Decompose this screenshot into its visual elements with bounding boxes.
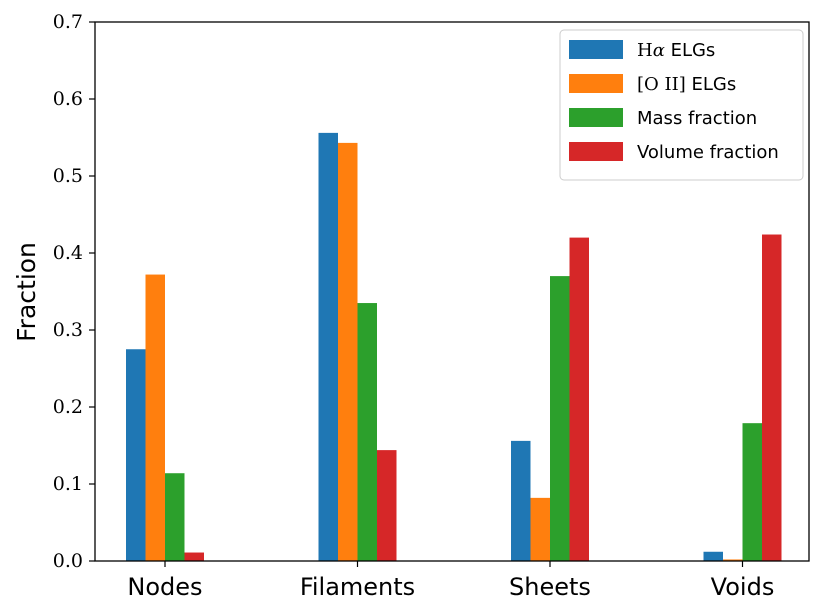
y-tick-label: 0.1: [53, 473, 83, 495]
bar-h-elgs-voids: [703, 551, 723, 561]
bar-h-elgs-sheets: [511, 440, 531, 561]
bar-volume-fraction-nodes: [184, 552, 204, 561]
bar-volume-fraction-filaments: [377, 450, 397, 561]
legend-swatch-2: [569, 108, 623, 127]
legend-swatch-3: [569, 142, 623, 161]
bar-mass-fraction-sheets: [550, 276, 570, 561]
legend-label-1: [O II] ELGs: [637, 74, 736, 95]
x-tick-label-voids: Voids: [711, 573, 775, 601]
bar-mass-fraction-filaments: [357, 303, 377, 561]
y-tick-label: 0.7: [53, 11, 83, 33]
bar--o-ii-elgs-sheets: [530, 497, 550, 561]
x-tick-label-nodes: Nodes: [127, 573, 202, 601]
y-tick-label: 0.3: [53, 319, 83, 341]
bar-mass-fraction-nodes: [165, 473, 185, 561]
plot-frame: [94, 21, 810, 562]
legend-swatch-1: [569, 74, 623, 93]
legend-label-0: Hα ELGs: [637, 40, 715, 61]
y-tick-label: 0.6: [53, 88, 83, 110]
y-axis-label: Fraction: [12, 242, 41, 342]
bar--o-ii-elgs-filaments: [338, 142, 358, 561]
y-tick-label: 0.4: [53, 242, 83, 264]
x-tick-label-filaments: Filaments: [300, 573, 415, 601]
y-tick-label: 0.0: [53, 550, 83, 572]
legend-label-3: Volume fraction: [637, 142, 779, 163]
y-tick-label: 0.2: [53, 396, 83, 418]
y-axis-ticks: 0.0 0.1 0.2 0.3 0.4 0.5 0.6 0.7: [53, 11, 95, 572]
bars-group: [126, 132, 782, 561]
legend-items: Hα ELGs [O II] ELGs Mass fraction Volume fr…: [569, 40, 779, 163]
bar-h-elgs-nodes: [126, 349, 146, 561]
x-tick-label-sheets: Sheets: [509, 573, 591, 601]
bar-h-elgs-filaments: [318, 132, 338, 561]
legend-swatch-0: [569, 40, 623, 59]
bar--o-ii-elgs-nodes: [145, 274, 165, 561]
bar-mass-fraction-voids: [742, 423, 762, 561]
bar--o-ii-elgs-voids: [723, 559, 743, 561]
legend: Hα ELGs [O II] ELGs Mass fraction Volume fr…: [559, 29, 804, 181]
legend-label-2: Mass fraction: [637, 108, 757, 129]
bar-volume-fraction-sheets: [569, 237, 589, 561]
bar-volume-fraction-voids: [762, 234, 782, 561]
y-tick-label: 0.5: [53, 165, 83, 187]
x-axis-ticks: Nodes Filaments Sheets Voids: [127, 561, 774, 601]
